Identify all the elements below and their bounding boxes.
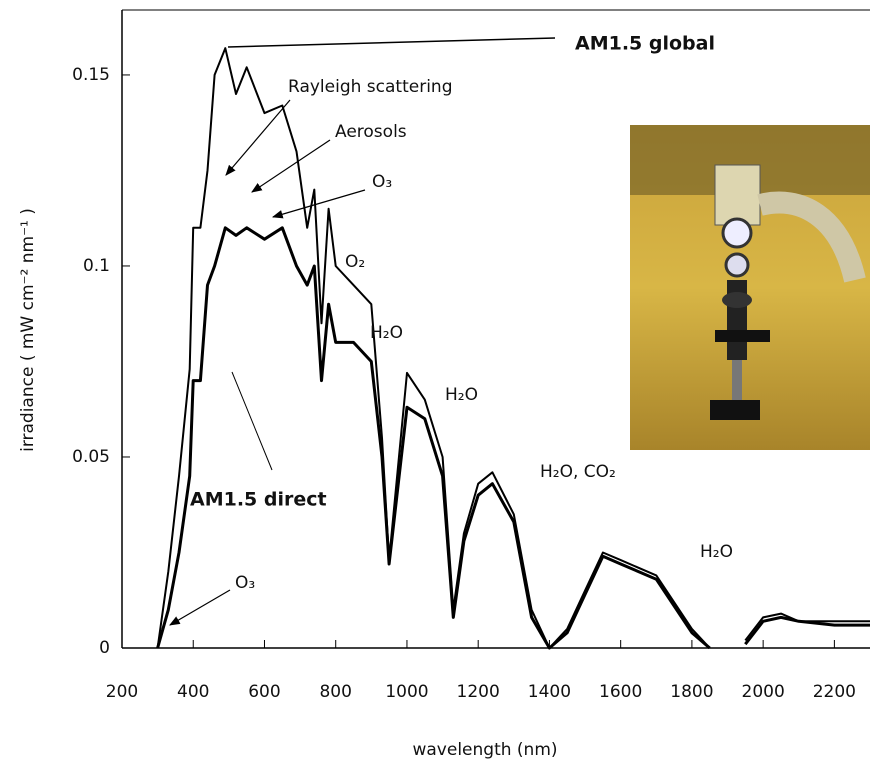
- series-label: AM1.5 global: [575, 33, 715, 55]
- annotation-arrow: [251, 139, 331, 193]
- y-axis-title: irradiance ( mW cm⁻² nm⁻¹ ): [18, 208, 38, 452]
- series-line: [156, 226, 870, 650]
- x-tick-label: 1600: [599, 682, 642, 702]
- annotation-arrow: [225, 99, 291, 176]
- x-tick-label: 1000: [385, 682, 428, 702]
- y-tick-label: 0.1: [83, 256, 110, 276]
- x-tick-label: 1400: [528, 682, 571, 702]
- annotation: Aerosols: [335, 122, 407, 142]
- annotation: H₂O, CO₂: [540, 462, 616, 482]
- annotation: H₂O: [700, 542, 733, 562]
- annotation: H₂O: [370, 323, 403, 343]
- y-tick-label: 0.05: [72, 447, 110, 467]
- y-tick-label: 0.15: [72, 65, 110, 85]
- annotation: O₂: [345, 252, 365, 272]
- annotation: O₃: [235, 573, 255, 593]
- x-tick-label: 800: [319, 682, 351, 702]
- x-tick-label: 2000: [742, 682, 785, 702]
- x-tick-label: 600: [248, 682, 280, 702]
- annotation: H₂O: [445, 385, 478, 405]
- x-tick-label: 1800: [670, 682, 713, 702]
- y-tick-label: 0: [99, 638, 110, 658]
- annotation: O₃: [372, 172, 392, 192]
- x-axis-title: wavelength (nm): [412, 740, 557, 760]
- x-tick-label: 400: [177, 682, 209, 702]
- x-tick-label: 1200: [457, 682, 500, 702]
- annotation-arrow: [169, 589, 231, 626]
- annotation-arrow: [271, 189, 366, 219]
- callout-line: [227, 37, 556, 48]
- callout-line: [231, 371, 273, 471]
- x-tick-label: 200: [106, 682, 138, 702]
- series-label: AM1.5 direct: [190, 489, 327, 511]
- x-tick-label: 2200: [813, 682, 856, 702]
- annotation: Rayleigh scattering: [288, 77, 452, 97]
- inset-photo: [630, 125, 870, 450]
